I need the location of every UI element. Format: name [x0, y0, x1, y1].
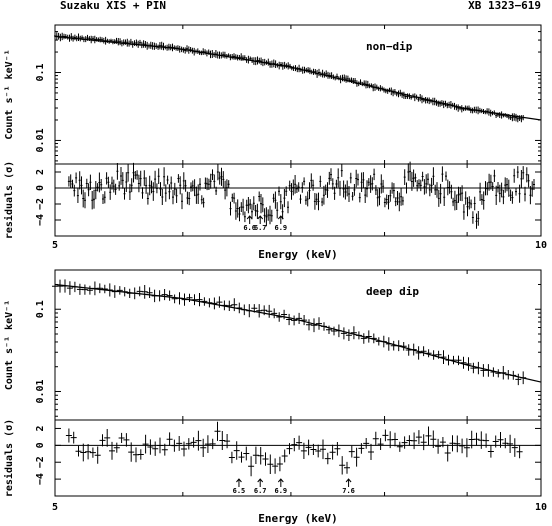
- nondip_residuals-annotation-arrow: [257, 215, 264, 224]
- nondip_residuals-data-points: [67, 161, 535, 229]
- nondip_residuals-xtick-label: 10: [535, 240, 547, 251]
- nondip-ytick-label: 0.1: [35, 63, 46, 81]
- deepdip_residuals-annotation-arrow: [257, 478, 264, 487]
- deepdip_residuals-annotation-label: 6.7: [254, 487, 267, 495]
- deepdip-panel-label: deep dip: [366, 285, 419, 298]
- nondip-model-line: [54, 35, 542, 121]
- nondip_residuals-annotation-label: 6.6: [243, 224, 256, 232]
- nondip_residuals-xlabel: Energy (keV): [258, 248, 337, 261]
- deepdip_residuals-annotation-arrow: [345, 478, 352, 487]
- deepdip-ylabel: Count s⁻¹ keV⁻¹: [4, 300, 15, 390]
- deepdip-ytick-label: 0.01: [35, 379, 46, 403]
- deepdip_residuals-annotation-label: 6.9: [275, 487, 288, 495]
- nondip-frame: [54, 24, 542, 165]
- deepdip-ytick-label: 0.1: [35, 300, 46, 318]
- nondip_residuals-xtick-label: 5: [52, 240, 58, 251]
- nondip-ytick-label: 0.01: [35, 128, 46, 152]
- header-left: Suzaku XIS + PIN: [60, 0, 166, 12]
- nondip_residuals-ytick-label: 2: [35, 169, 46, 175]
- deepdip_residuals-annotation-arrow: [236, 478, 242, 487]
- deepdip_residuals-frame: [54, 419, 542, 497]
- deepdip_residuals-ylabel: residuals (σ): [3, 419, 15, 497]
- deepdip-model-line: [54, 283, 542, 383]
- nondip-ylabel: Count s⁻¹ keV⁻¹: [4, 49, 15, 139]
- nondip-panel: 0.1 0.01 Count s⁻¹ keV⁻¹ non−dip: [4, 24, 542, 165]
- deepdip_residuals-annotation-arrow: [277, 478, 284, 487]
- deepdip_residuals-ytick-label: −4: [35, 473, 46, 485]
- deepdip_residuals-annotation-label: 7.6: [342, 487, 355, 495]
- panels: 0.1 0.01 Count s⁻¹ keV⁻¹ non−dip 5 10 Energy (…: [3, 24, 547, 525]
- deepdip_residuals-panel: 5 10 Energy (keV) 2 0 −2 −4 residuals (σ) 6.5 6.7…: [3, 419, 547, 525]
- nondip_residuals-ytick-label: −2: [35, 198, 46, 210]
- nondip_residuals-annotation-label: 6.9: [275, 224, 288, 232]
- deepdip-panel: 0.1 0.01 Count s⁻¹ keV⁻¹ deep dip: [4, 269, 542, 421]
- header-right: XB 1323−619: [468, 0, 541, 12]
- deepdip_residuals-ytick-label: 2: [35, 425, 46, 431]
- deepdip_residuals-annotation-label: 6.5: [233, 487, 246, 495]
- deepdip_residuals-xtick-label: 5: [52, 502, 58, 513]
- deepdip_residuals-ytick-label: 0: [35, 442, 46, 448]
- deepdip_residuals-ytick-label: −2: [35, 456, 46, 468]
- nondip_residuals-annotation-label: 6.7: [254, 224, 267, 232]
- nondip_residuals-ylabel: residuals (σ): [3, 161, 15, 239]
- nondip_residuals-frame: [54, 163, 542, 237]
- nondip_residuals-ytick-label: 0: [35, 185, 46, 191]
- nondip-data-points: [54, 32, 525, 123]
- deepdip_residuals-xlabel: Energy (keV): [258, 512, 337, 525]
- deepdip_residuals-data-points: [65, 421, 523, 477]
- nondip-panel-label: non−dip: [366, 40, 413, 53]
- nondip_residuals-panel: 5 10 Energy (keV) 2 0 −2 −4 residuals (σ) 6.66.7…: [3, 161, 547, 261]
- deepdip_residuals-xtick-label: 10: [535, 502, 547, 513]
- nondip_residuals-annotation-arrow: [246, 215, 253, 224]
- deepdip-data-points: [52, 279, 527, 386]
- nondip_residuals-annotation-arrow: [277, 215, 284, 224]
- nondip_residuals-ytick-label: −4: [35, 214, 46, 226]
